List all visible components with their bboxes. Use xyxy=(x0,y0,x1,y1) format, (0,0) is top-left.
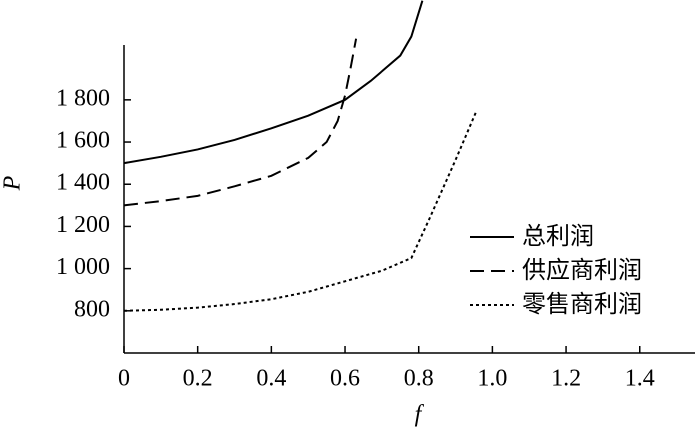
legend-label: 零售商利润 xyxy=(522,290,642,318)
y-tick-label: 1 800 xyxy=(56,85,110,111)
line-series xyxy=(123,112,477,312)
x-tick-label: 0 xyxy=(118,366,130,392)
x-tick-label: 0.8 xyxy=(404,366,434,392)
y-tick-label: 1 200 xyxy=(56,212,110,238)
y-tick-label: 1 400 xyxy=(56,170,110,196)
line-series xyxy=(123,38,358,207)
y-axis-label: P xyxy=(0,175,26,191)
x-tick-label: 1.4 xyxy=(625,366,655,392)
y-tick-label: 1 600 xyxy=(56,128,110,154)
x-tick-label: 0.4 xyxy=(256,366,286,392)
y-tick-label: 800 xyxy=(74,296,110,322)
y-tick-label: 1 000 xyxy=(56,254,110,280)
line-series xyxy=(123,0,424,165)
x-tick-label: 0.2 xyxy=(183,366,213,392)
x-axis-label: f xyxy=(415,402,425,428)
x-tick-label: 1.2 xyxy=(551,366,581,392)
legend-label: 总利润 xyxy=(522,222,594,250)
legend-label: 供应商利润 xyxy=(522,256,642,284)
x-tick-label: 1.0 xyxy=(477,366,507,392)
x-tick-label: 0.6 xyxy=(330,366,360,392)
